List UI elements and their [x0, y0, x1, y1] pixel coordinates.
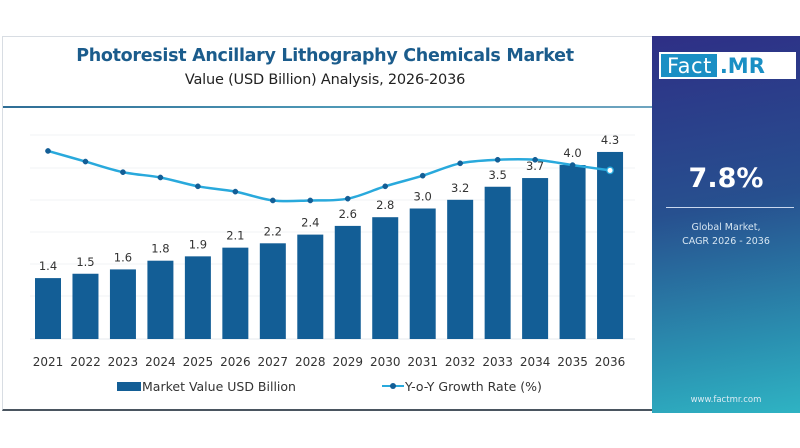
- growth-point-2033: [494, 156, 501, 163]
- bars: [35, 151, 624, 339]
- bar-2035: [559, 165, 586, 339]
- cagr-label: Global Market, CAGR 2026 - 2036: [652, 221, 800, 249]
- bar-2031: [409, 208, 436, 339]
- x-tick-label: 2023: [108, 355, 139, 369]
- x-tick-label: 2026: [220, 355, 251, 369]
- x-tick-labels: 2021 2022 2023 2024 2025 2026 2027 2028 2029 2030…: [33, 355, 626, 369]
- legend-bar-swatch: [117, 381, 141, 391]
- bar-value-label: 3.0: [414, 190, 432, 204]
- bar-value-label: 1.9: [189, 237, 207, 251]
- x-tick-label: 2034: [520, 355, 551, 369]
- bar-value-label: 2.8: [376, 198, 394, 212]
- x-tick-label: 2036: [595, 355, 626, 369]
- bar-2034: [522, 178, 549, 339]
- growth-point-2028: [307, 197, 314, 204]
- growth-point-2026: [232, 188, 239, 195]
- cagr-label-line1: Global Market,: [691, 222, 761, 233]
- chart-title: Photoresist Ancillary Lithography Chemic…: [76, 46, 574, 66]
- x-tick-label: 2021: [33, 355, 64, 369]
- legend-label-growth-rate: Y-o-Y Growth Rate (%): [405, 378, 542, 394]
- cagr-divider: [666, 207, 794, 208]
- x-tick-label: 2024: [145, 355, 176, 369]
- title-divider: [3, 106, 652, 108]
- bar-2023: [109, 269, 136, 339]
- bar-value-label: 4.0: [563, 146, 581, 160]
- bar-value-label: 2.4: [301, 216, 319, 230]
- x-tick-label: 2033: [482, 355, 513, 369]
- factmr-logo: Fact .MR: [659, 52, 796, 79]
- bar-value-label: 1.6: [114, 250, 132, 264]
- bar-2026: [222, 247, 249, 339]
- x-tick-label: 2032: [445, 355, 476, 369]
- x-tick-label: 2027: [258, 355, 289, 369]
- growth-line: [45, 148, 614, 204]
- bar-2030: [372, 217, 399, 339]
- bar-2032: [447, 199, 474, 339]
- growth-point-2031: [419, 172, 426, 179]
- bar-value-label: 1.8: [151, 242, 169, 256]
- bar-2025: [184, 256, 211, 339]
- logo-mr-text: .MR: [719, 53, 765, 78]
- bar-value-label: 1.4: [39, 259, 57, 273]
- growth-point-2035: [569, 162, 576, 168]
- growth-line-path: [47, 149, 611, 203]
- cagr-value: 7.8%: [688, 163, 764, 194]
- cagr-label-line2: CAGR 2026 - 2036: [682, 236, 770, 247]
- growth-point-2030: [382, 183, 389, 190]
- x-tick-label: 2028: [295, 355, 326, 369]
- bar-value-label: 2.1: [226, 229, 244, 243]
- x-tick-label: 2030: [370, 355, 401, 369]
- bar-value-label: 2.6: [339, 207, 357, 221]
- bar-2027: [259, 243, 286, 339]
- growth-point-2021: [45, 148, 51, 154]
- legend-label-market-value: Market Value USD Billion: [142, 378, 296, 394]
- x-tick-label: 2035: [557, 355, 588, 369]
- growth-point-2022: [82, 158, 89, 165]
- growth-point-2023: [120, 169, 126, 176]
- bar-value-label: 3.7: [526, 159, 544, 173]
- growth-point-2029: [344, 195, 351, 202]
- x-tick-label: 2031: [407, 355, 438, 369]
- logo-fact-text: Fact: [661, 54, 717, 78]
- growth-point-2036: [606, 166, 614, 175]
- bar-value-label: 3.2: [451, 181, 469, 195]
- bar-value-label: 2.2: [264, 224, 282, 238]
- growth-point-2027: [269, 197, 276, 204]
- bar-2024: [147, 260, 174, 339]
- x-tick-label: 2022: [70, 355, 101, 369]
- x-tick-label: 2029: [332, 355, 363, 369]
- bar-2022: [72, 273, 99, 339]
- x-tick-label: 2025: [183, 355, 214, 369]
- bar-labels: 1.4 1.5 1.6 1.8 1.9 2.1 2.2 2.4 2.6 2.8 3.0 3.2 3.5 3…: [39, 133, 619, 273]
- growth-point-2034: [532, 156, 538, 163]
- bar-2028: [297, 234, 324, 339]
- bar-2029: [334, 225, 361, 339]
- bar-value-label: 4.3: [601, 133, 619, 147]
- bar-value-label: 3.5: [488, 168, 506, 182]
- side-panel: [652, 36, 800, 413]
- growth-point-2025: [195, 183, 201, 190]
- legend-line-swatch: [382, 381, 404, 391]
- chart-subtitle: Value (USD Billion) Analysis, 2026-2036: [184, 72, 466, 88]
- bar-2021: [35, 278, 61, 339]
- bar-2033: [484, 186, 511, 339]
- bar-value-label: 1.5: [76, 255, 94, 269]
- legend-item-market-value: Market Value USD Billion: [117, 378, 296, 394]
- bar-2036: [597, 151, 624, 339]
- legend-item-growth-rate: Y-o-Y Growth Rate (%): [382, 378, 542, 394]
- growth-point-2024: [157, 174, 164, 181]
- website-link[interactable]: www.factmr.com: [690, 395, 762, 405]
- growth-point-2032: [457, 160, 464, 167]
